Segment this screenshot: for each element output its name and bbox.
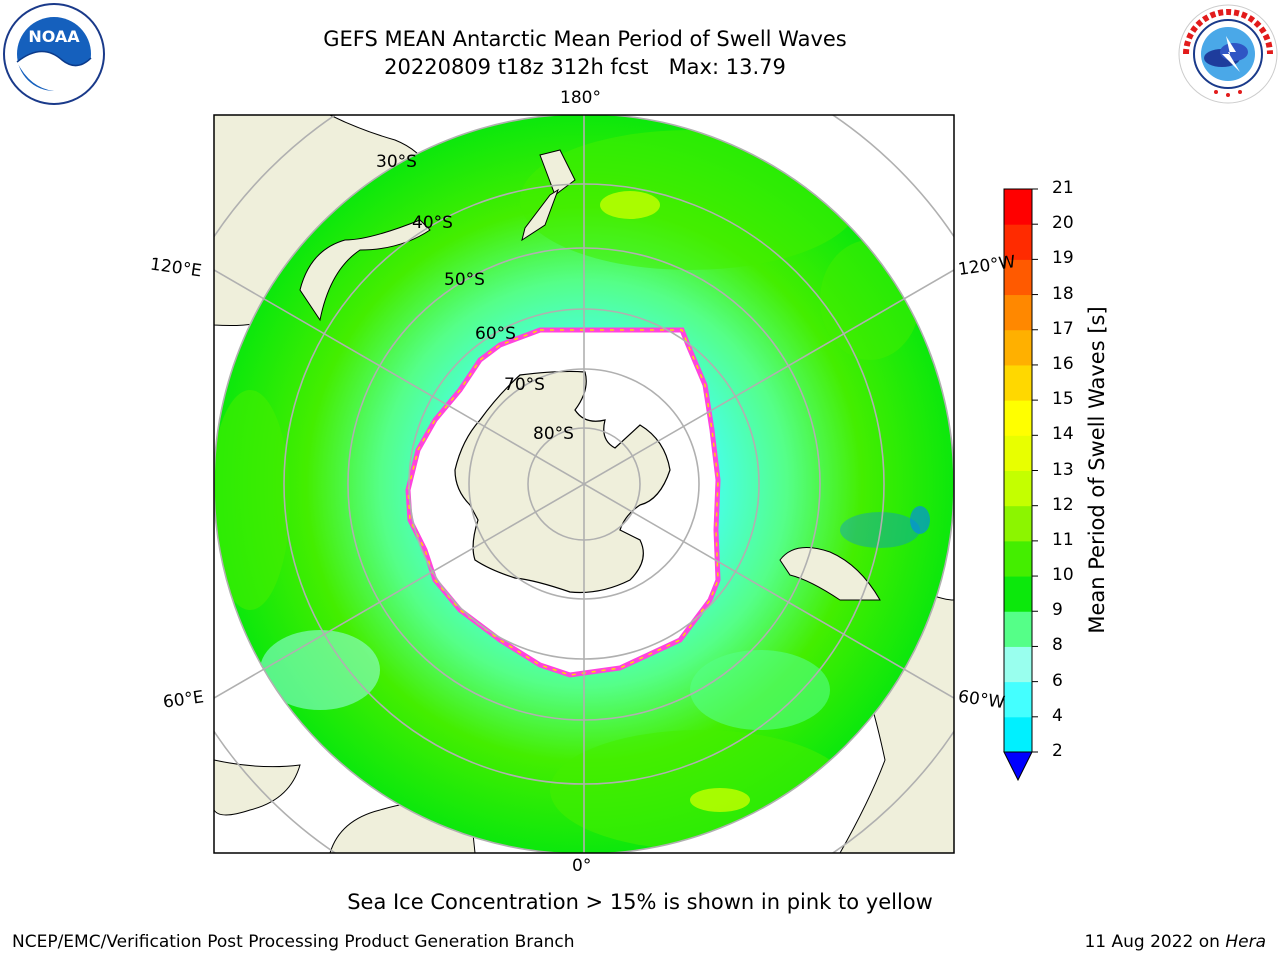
graticule [214, 115, 954, 853]
colorbar-tick-label: 6 [1052, 670, 1063, 691]
noaa-logo-text: NOAA [28, 27, 80, 46]
chart-subtitle: 20220809 t18z 312h fcst Max: 13.79 [384, 55, 786, 79]
colorbar-segment [1004, 294, 1032, 331]
colorbar-segment [1004, 611, 1032, 647]
colorbar-segment [1004, 364, 1032, 401]
footer-credit: NCEP/EMC/Verification Post Processing Pr… [12, 932, 575, 952]
colorbar-tick-label: 15 [1052, 389, 1074, 410]
colorbar-segment [1004, 540, 1032, 577]
colorbar-extend-arrow [1003, 751, 1033, 782]
lat-label-50s: 50°S [444, 270, 485, 290]
lat-label-60s: 60°S [475, 324, 516, 344]
lat-label-80s: 80°S [533, 424, 574, 444]
colorbar-segment [1004, 224, 1032, 260]
colorbar-tick-label: 2 [1052, 741, 1063, 761]
nws-logo [1176, 2, 1280, 110]
colorbar-segment [1004, 505, 1032, 542]
footer-host: Hera [1225, 932, 1266, 952]
colorbar-label: Mean Period of Swell Waves [s] [1085, 306, 1109, 634]
colorbar-tick-label: 13 [1052, 459, 1074, 480]
colorbar-tick-label: 12 [1052, 494, 1074, 515]
lon-label-180: 180° [560, 88, 601, 108]
lat-label-30s: 30°S [376, 152, 417, 172]
colorbar-segment [1004, 470, 1032, 507]
lon-label-0: 0° [572, 856, 592, 876]
colorbar-tick-label: 17 [1052, 318, 1074, 339]
colorbar-tick-label: 16 [1052, 353, 1074, 374]
chart-title: GEFS MEAN Antarctic Mean Period of Swell… [323, 27, 847, 51]
colorbar-tick-label: 10 [1052, 565, 1074, 586]
colorbar-tick-label: 21 [1052, 178, 1074, 198]
colorbar-segment [1004, 259, 1032, 296]
footer-date: 11 Aug 2022 on Hera [1084, 932, 1266, 952]
colorbar-tick-label: 9 [1052, 600, 1063, 621]
colorbar [1003, 188, 1038, 782]
colorbar-segment [1004, 646, 1032, 683]
colorbar-segment [1004, 576, 1032, 612]
colorbar-segment [1004, 681, 1032, 718]
lat-label-40s: 40°S [412, 213, 453, 233]
lat-label-70s: 70°S [504, 375, 545, 395]
map-frame [213, 114, 955, 854]
colorbar-segment [1004, 400, 1032, 436]
antarctica-landmass [454, 370, 671, 594]
noaa-logo: NOAA [2, 2, 106, 110]
colorbar-tick-label: 20 [1052, 213, 1074, 234]
colorbar-segment [1004, 435, 1032, 471]
colorbar-tick-label: 14 [1052, 424, 1074, 445]
colorbar-tick-label: 11 [1052, 529, 1074, 550]
colorbar-tick-label: 8 [1052, 635, 1063, 656]
colorbar-tick-label: 4 [1052, 705, 1063, 726]
colorbar-tick-label: 18 [1052, 283, 1074, 304]
colorbar-segment [1004, 189, 1032, 225]
footer-date-text: 11 Aug 2022 on [1084, 932, 1226, 952]
colorbar-tick-label: 19 [1052, 248, 1074, 269]
sea-ice-caption: Sea Ice Concentration > 15% is shown in … [347, 890, 933, 914]
colorbar-segment [1004, 329, 1032, 366]
colorbar-segment [1004, 716, 1032, 753]
